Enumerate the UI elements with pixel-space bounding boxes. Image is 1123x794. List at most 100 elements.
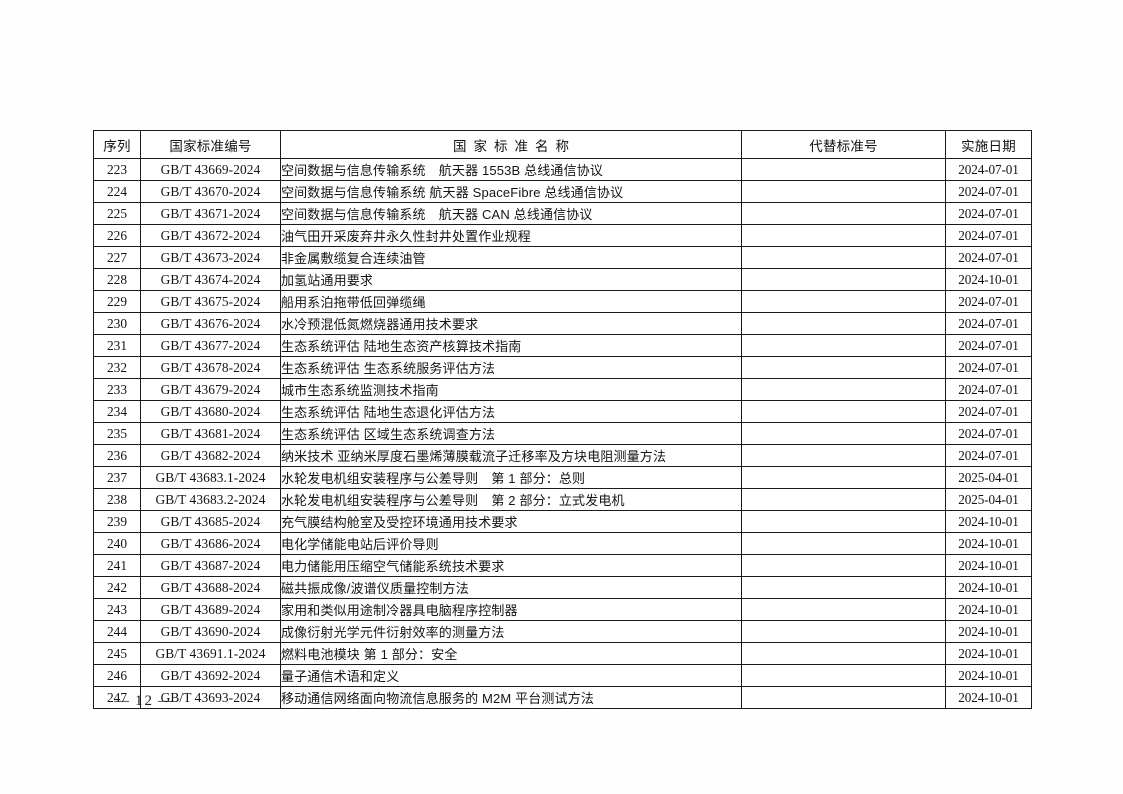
table-row: 234 GB/T 43680-2024 生态系统评估 陆地生态退化评估方法 2024-… (93, 400, 1032, 423)
cell-standard-name: 水冷预混低氮燃烧器通用技术要求 (280, 312, 742, 335)
cell-standard-name: 生态系统评估 生态系统服务评估方法 (280, 356, 742, 379)
table-header: 序列 国家标准编号 国家标准名称 代替标准号 实施日期 (93, 130, 1032, 159)
cell-sequence: 240 (93, 532, 141, 555)
cell-standard-name: 空间数据与信息传输系统 航天器 1553B 总线通信协议 (280, 158, 742, 181)
cell-effective-date: 2024-07-01 (945, 180, 1032, 203)
cell-replaced-code (741, 598, 946, 621)
cell-sequence: 230 (93, 312, 141, 335)
cell-sequence: 238 (93, 488, 141, 511)
cell-sequence: 225 (93, 202, 141, 225)
cell-sequence: 233 (93, 378, 141, 401)
table-row: 236 GB/T 43682-2024 纳米技术 亚纳米厚度石墨烯薄膜载流子迁移率及… (93, 444, 1032, 467)
column-header-standard-code: 国家标准编号 (140, 130, 281, 159)
cell-sequence: 231 (93, 334, 141, 357)
cell-effective-date: 2024-10-01 (945, 554, 1032, 577)
cell-standard-name: 空间数据与信息传输系统 航天器 SpaceFibre 总线通信协议 (280, 180, 742, 203)
cell-standard-name: 船用系泊拖带低回弹缆绳 (280, 290, 742, 313)
cell-effective-date: 2024-07-01 (945, 400, 1032, 423)
cell-sequence: 237 (93, 466, 141, 489)
cell-sequence: 243 (93, 598, 141, 621)
cell-standard-code: GB/T 43675-2024 (140, 290, 281, 313)
table-row: 233 GB/T 43679-2024 城市生态系统监测技术指南 2024-07-01 (93, 378, 1032, 401)
cell-replaced-code (741, 532, 946, 555)
cell-standard-name: 磁共振成像/波谱仪质量控制方法 (280, 576, 742, 599)
cell-standard-name: 非金属敷缆复合连续油管 (280, 246, 742, 269)
cell-sequence: 228 (93, 268, 141, 291)
table-row: 224 GB/T 43670-2024 空间数据与信息传输系统 航天器 SpaceF… (93, 180, 1032, 203)
cell-effective-date: 2024-10-01 (945, 642, 1032, 665)
cell-sequence: 223 (93, 158, 141, 181)
table-body: 223 GB/T 43669-2024 空间数据与信息传输系统 航天器 1553B … (93, 158, 1032, 709)
cell-replaced-code (741, 290, 946, 313)
cell-effective-date: 2024-07-01 (945, 290, 1032, 313)
cell-sequence: 234 (93, 400, 141, 423)
cell-replaced-code (741, 202, 946, 225)
table-row: 240 GB/T 43686-2024 电化学储能电站后评价导则 2024-10-01 (93, 532, 1032, 555)
cell-sequence: 239 (93, 510, 141, 533)
cell-effective-date: 2024-07-01 (945, 334, 1032, 357)
table-row: 242 GB/T 43688-2024 磁共振成像/波谱仪质量控制方法 2024-10… (93, 576, 1032, 599)
cell-sequence: 232 (93, 356, 141, 379)
cell-replaced-code (741, 378, 946, 401)
cell-standard-code: GB/T 43680-2024 (140, 400, 281, 423)
cell-standard-name: 燃料电池模块 第 1 部分：安全 (280, 642, 742, 665)
cell-standard-code: GB/T 43681-2024 (140, 422, 281, 445)
footer-dash-right: — (158, 693, 175, 709)
cell-replaced-code (741, 444, 946, 467)
cell-effective-date: 2024-10-01 (945, 510, 1032, 533)
cell-replaced-code (741, 510, 946, 533)
cell-standard-code: GB/T 43683.1-2024 (140, 466, 281, 489)
column-header-standard-name: 国家标准名称 (280, 130, 742, 159)
cell-standard-code: GB/T 43677-2024 (140, 334, 281, 357)
cell-standard-code: GB/T 43687-2024 (140, 554, 281, 577)
cell-standard-code: GB/T 43670-2024 (140, 180, 281, 203)
cell-replaced-code (741, 224, 946, 247)
table-row: 228 GB/T 43674-2024 加氢站通用要求 2024-10-01 (93, 268, 1032, 291)
cell-standard-code: GB/T 43690-2024 (140, 620, 281, 643)
cell-sequence: 226 (93, 224, 141, 247)
table-row: 223 GB/T 43669-2024 空间数据与信息传输系统 航天器 1553B … (93, 158, 1032, 181)
cell-effective-date: 2024-10-01 (945, 598, 1032, 621)
cell-effective-date: 2024-07-01 (945, 444, 1032, 467)
cell-effective-date: 2024-07-01 (945, 224, 1032, 247)
cell-sequence: 242 (93, 576, 141, 599)
cell-standard-name: 电力储能用压缩空气储能系统技术要求 (280, 554, 742, 577)
cell-effective-date: 2024-07-01 (945, 378, 1032, 401)
cell-standard-code: GB/T 43679-2024 (140, 378, 281, 401)
cell-replaced-code (741, 642, 946, 665)
cell-standard-name: 水轮发电机组安装程序与公差导则 第 2 部分：立式发电机 (280, 488, 742, 511)
cell-standard-name: 油气田开采废弃井永久性封井处置作业规程 (280, 224, 742, 247)
table-row: 230 GB/T 43676-2024 水冷预混低氮燃烧器通用技术要求 2024-07… (93, 312, 1032, 335)
cell-effective-date: 2025-04-01 (945, 488, 1032, 511)
cell-effective-date: 2024-07-01 (945, 312, 1032, 335)
column-header-effective-date: 实施日期 (945, 130, 1032, 159)
cell-replaced-code (741, 158, 946, 181)
cell-standard-code: GB/T 43688-2024 (140, 576, 281, 599)
cell-standard-name: 成像衍射光学元件衍射效率的测量方法 (280, 620, 742, 643)
cell-replaced-code (741, 268, 946, 291)
table-header-row: 序列 国家标准编号 国家标准名称 代替标准号 实施日期 (93, 130, 1032, 159)
table-row: 229 GB/T 43675-2024 船用系泊拖带低回弹缆绳 2024-07-01 (93, 290, 1032, 313)
cell-sequence: 235 (93, 422, 141, 445)
table-row: 238 GB/T 43683.2-2024 水轮发电机组安装程序与公差导则 第 2 … (93, 488, 1032, 511)
table-row: 227 GB/T 43673-2024 非金属敷缆复合连续油管 2024-07-01 (93, 246, 1032, 269)
page-footer: —12— (110, 693, 179, 710)
cell-effective-date: 2024-07-01 (945, 422, 1032, 445)
cell-sequence: 245 (93, 642, 141, 665)
cell-replaced-code (741, 620, 946, 643)
cell-replaced-code (741, 488, 946, 511)
cell-standard-name: 生态系统评估 陆地生态资产核算技术指南 (280, 334, 742, 357)
cell-standard-name: 纳米技术 亚纳米厚度石墨烯薄膜载流子迁移率及方块电阻测量方法 (280, 444, 742, 467)
cell-standard-name: 电化学储能电站后评价导则 (280, 532, 742, 555)
cell-effective-date: 2024-10-01 (945, 532, 1032, 555)
column-header-sequence: 序列 (93, 130, 141, 159)
cell-replaced-code (741, 400, 946, 423)
column-header-replaced-code: 代替标准号 (741, 130, 946, 159)
table-row: 232 GB/T 43678-2024 生态系统评估 生态系统服务评估方法 2024-… (93, 356, 1032, 379)
cell-replaced-code (741, 356, 946, 379)
table-row: 245 GB/T 43691.1-2024 燃料电池模块 第 1 部分：安全 2024… (93, 642, 1032, 665)
footer-dash-left: — (114, 693, 131, 709)
cell-sequence: 236 (93, 444, 141, 467)
cell-effective-date: 2024-10-01 (945, 620, 1032, 643)
cell-replaced-code (741, 246, 946, 269)
